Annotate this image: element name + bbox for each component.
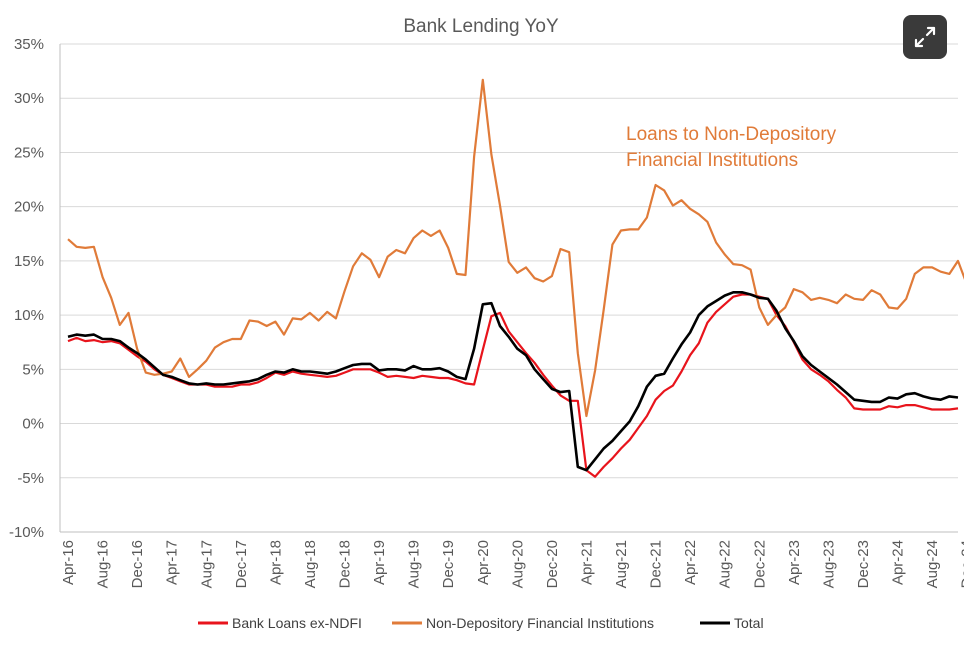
legend-label: Total [734,615,764,631]
x-tick-label: Apr-19 [371,540,388,585]
y-tick-label: 15% [14,253,44,270]
x-tick-label: Dec-23 [855,540,872,588]
legend-item: Total [700,615,764,631]
y-tick-label: 25% [14,144,44,161]
x-tick-label: Dec-19 [440,540,457,588]
x-tick-label: Aug-18 [302,540,319,588]
chart-title: Bank Lending YoY [403,16,559,37]
x-tick-label: Apr-22 [682,540,699,585]
x-tick-label: Dec-20 [544,540,561,588]
series-line-non-depository-financial-institutions [67,78,964,418]
x-tick-label: Dec-16 [129,540,146,588]
x-tick-label: Aug-16 [95,540,112,588]
x-tick-label: Dec-21 [648,540,665,588]
y-tick-label: -10% [9,524,44,541]
series-line-total [67,290,959,472]
expand-button[interactable] [903,15,947,59]
x-tick-label: Aug-22 [717,540,734,588]
legend-item: Non-Depository Financial Institutions [392,615,654,631]
x-tick-label: Dec-18 [337,540,354,588]
y-tick-label: 20% [14,199,44,216]
y-tick-label: -5% [17,470,44,487]
y-tick-label: 35% [14,36,44,53]
x-axis-ticks: Apr-16 Aug-16 Dec-16 Apr-17 Aug-17 Dec-17 Apr-… [60,540,964,588]
y-tick-label: 10% [14,307,44,324]
x-tick-label: Apr-21 [578,540,595,585]
y-axis-ticks: -10% -5% 0% 5% 10% 15% 20% 25% 30% 35% [9,36,44,541]
x-tick-label: Aug-17 [198,540,215,588]
legend-label: Non-Depository Financial Institutions [426,615,654,631]
legend: Bank Loans ex-NDFI Non-Depository Financi… [198,615,764,631]
annotation-line-2: Financial Institutions [626,150,798,171]
y-tick-label: 5% [22,361,44,378]
annotation-line-1: Loans to Non-Depository [626,124,837,145]
x-tick-label: Dec-17 [233,540,250,588]
x-tick-label: Apr-18 [267,540,284,585]
x-tick-label: Aug-19 [406,540,423,588]
axes [59,44,958,533]
y-tick-label: 30% [14,90,44,107]
x-tick-label: Aug-21 [613,540,630,588]
x-tick-label: Aug-23 [820,540,837,588]
expand-arrows-icon [914,26,936,48]
x-tick-label: Aug-24 [924,540,941,588]
x-tick-label: Dec-22 [751,540,768,588]
x-tick-label: Dec-24 [959,540,964,588]
x-tick-label: Apr-16 [60,540,77,585]
series-line-bank-loans-ex-ndfi [67,293,959,478]
legend-label: Bank Loans ex-NDFI [232,615,362,631]
legend-item: Bank Loans ex-NDFI [198,615,362,631]
x-tick-label: Apr-24 [890,540,907,585]
x-tick-label: Apr-23 [786,540,803,585]
series-lines [67,78,964,478]
gridlines [60,43,958,533]
x-tick-label: Apr-20 [475,540,492,585]
y-tick-label: 0% [22,416,44,433]
x-tick-label: Apr-17 [164,540,181,585]
x-tick-label: Aug-20 [509,540,526,588]
